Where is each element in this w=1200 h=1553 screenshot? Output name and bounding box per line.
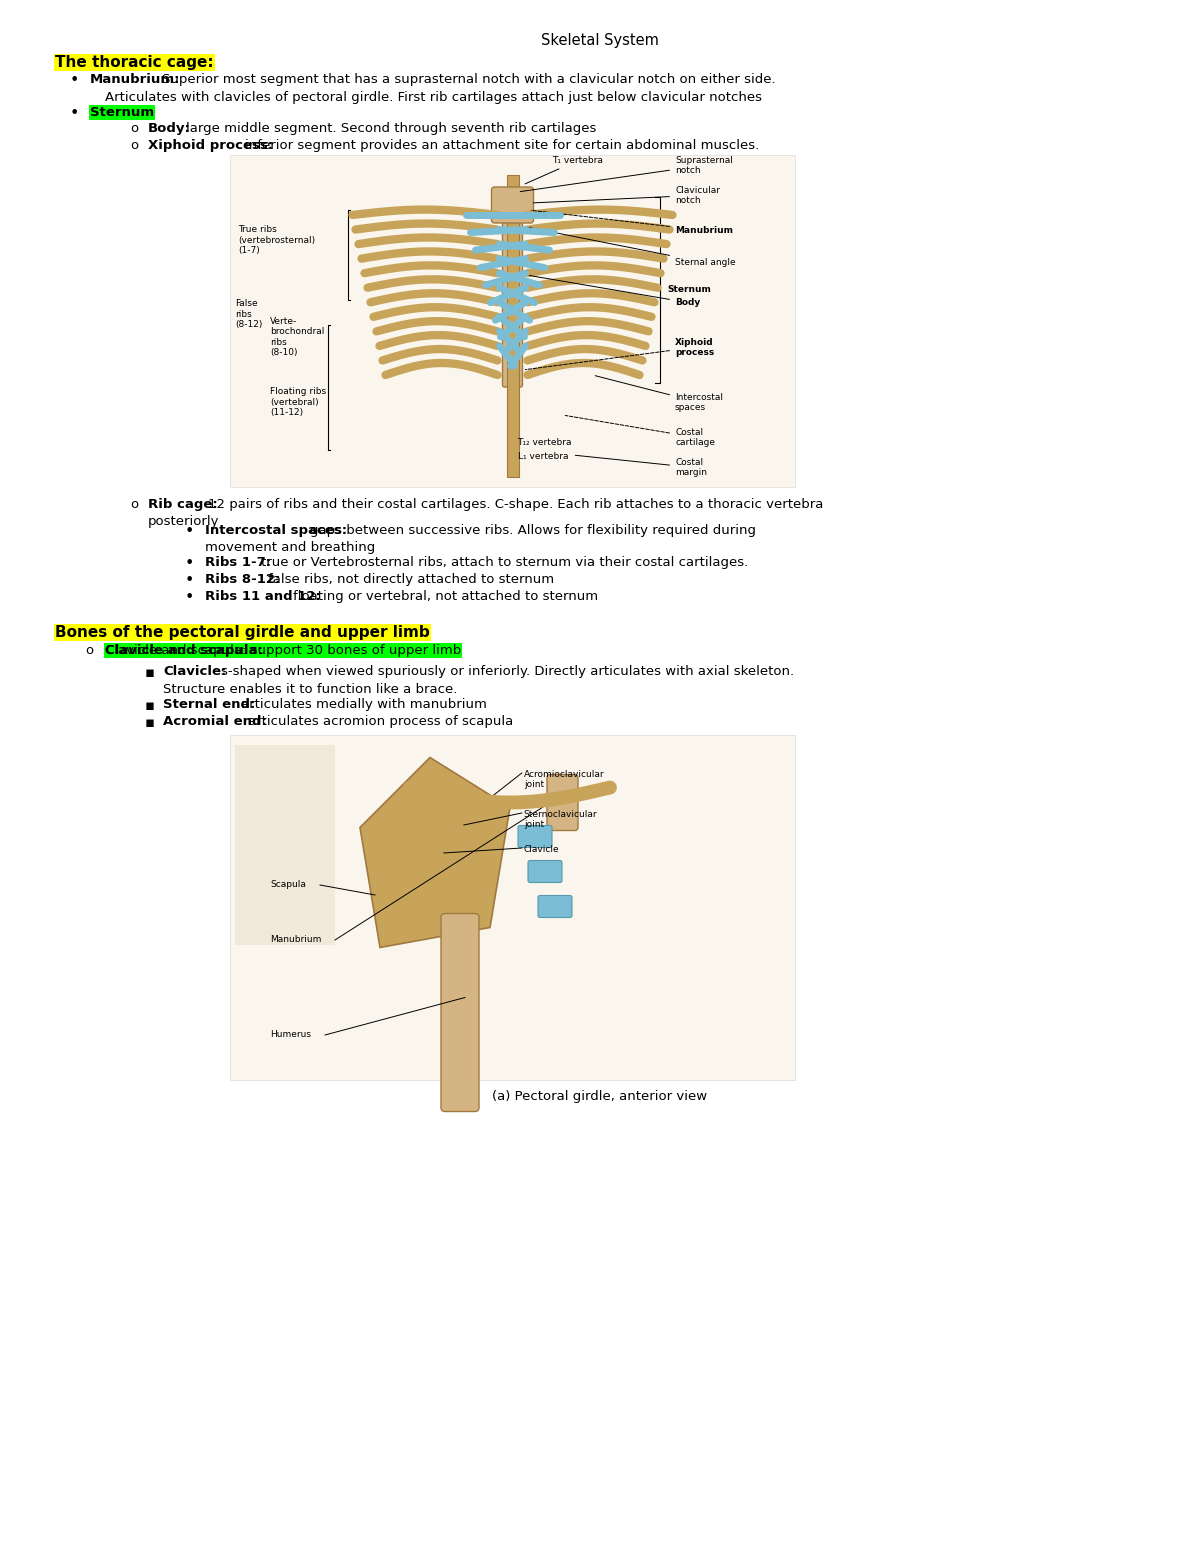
FancyBboxPatch shape	[503, 193, 522, 387]
Text: s-shaped when viewed spuriously or inferiorly. Directly articulates with axial s: s-shaped when viewed spuriously or infer…	[221, 665, 794, 679]
FancyBboxPatch shape	[547, 775, 578, 831]
FancyBboxPatch shape	[528, 860, 562, 882]
Bar	[230, 155, 796, 488]
Text: Sternoclavicular
joint: Sternoclavicular joint	[523, 811, 598, 829]
Text: Bones of the pectoral girdle and upper limb: Bones of the pectoral girdle and upper l…	[55, 624, 430, 640]
Text: Verte-
brochondral
ribs
(8-10): Verte- brochondral ribs (8-10)	[270, 317, 324, 357]
Text: False
ribs
(8-12): False ribs (8-12)	[235, 300, 263, 329]
Text: •: •	[70, 73, 79, 89]
Text: Sternal angle: Sternal angle	[529, 228, 736, 267]
Text: gaps between successive ribs. Allows for flexibility required during: gaps between successive ribs. Allows for…	[310, 523, 756, 537]
Text: Intercostal spaces:: Intercostal spaces:	[205, 523, 347, 537]
Text: Ribs 8-12:: Ribs 8-12:	[205, 573, 281, 585]
Text: Clavicular
notch: Clavicular notch	[533, 186, 720, 205]
Text: large middle segment. Second through seventh rib cartilages: large middle segment. Second through sev…	[186, 123, 596, 135]
Text: Clavicle and scapula: support 30 bones of upper limb: Clavicle and scapula: support 30 bones o…	[106, 644, 461, 657]
Text: floating or vertebral, not attached to sternum: floating or vertebral, not attached to s…	[293, 590, 598, 603]
Text: Acromial end:: Acromial end:	[163, 714, 266, 728]
Text: articulates acromion process of scapula: articulates acromion process of scapula	[248, 714, 514, 728]
Bar	[230, 735, 796, 1079]
Text: Scapula: Scapula	[270, 881, 306, 888]
Text: Rib cage:: Rib cage:	[148, 499, 217, 511]
Text: Xiphoid process:: Xiphoid process:	[148, 140, 274, 152]
Text: o: o	[130, 140, 138, 152]
Text: Costal
margin: Costal margin	[575, 455, 707, 477]
Text: Acromioclavicular
joint: Acromioclavicular joint	[523, 770, 605, 789]
Text: Sternum: Sternum	[90, 106, 154, 120]
Text: Clavicle:: Clavicle:	[163, 665, 227, 679]
Text: Superior most segment that has a suprasternal notch with a clavicular notch on e: Superior most segment that has a suprast…	[162, 73, 775, 85]
FancyBboxPatch shape	[442, 913, 479, 1112]
Polygon shape	[360, 758, 510, 947]
Text: posteriorly: posteriorly	[148, 516, 220, 528]
Text: Sternal end:: Sternal end:	[163, 697, 256, 711]
Text: Manubrium: Manubrium	[270, 935, 322, 944]
Text: Suprasternal
notch: Suprasternal notch	[521, 155, 733, 191]
Text: Manubrium: Manubrium	[532, 210, 733, 235]
FancyBboxPatch shape	[518, 826, 552, 848]
Bar	[506, 175, 518, 477]
Text: ▪: ▪	[145, 714, 155, 730]
Text: false ribs, not directly attached to sternum: false ribs, not directly attached to ste…	[268, 573, 554, 585]
Text: True ribs
(vertebrosternal)
(1-7): True ribs (vertebrosternal) (1-7)	[238, 225, 316, 255]
Text: •: •	[70, 106, 79, 121]
Text: Body: Body	[529, 275, 701, 307]
FancyBboxPatch shape	[492, 186, 534, 224]
Text: Skeletal System: Skeletal System	[541, 33, 659, 48]
Bar	[235, 745, 335, 944]
Text: (a) Pectoral girdle, anterior view: (a) Pectoral girdle, anterior view	[492, 1090, 708, 1103]
Text: o: o	[85, 644, 94, 657]
Text: •: •	[185, 523, 194, 539]
FancyBboxPatch shape	[538, 896, 572, 918]
Text: The thoracic cage:: The thoracic cage:	[55, 54, 214, 70]
Text: inferior segment provides an attachment site for certain abdominal muscles.: inferior segment provides an attachment …	[245, 140, 760, 152]
Text: ▪: ▪	[145, 697, 155, 713]
Text: articulates medially with manubrium: articulates medially with manubrium	[241, 697, 487, 711]
Text: •: •	[185, 590, 194, 606]
Text: ▪: ▪	[145, 665, 155, 680]
Text: Xiphoid
process: Xiphoid process	[526, 337, 714, 370]
Text: Clavicle and scapula:: Clavicle and scapula:	[106, 644, 263, 657]
Text: Ribs 1-7:: Ribs 1-7:	[205, 556, 271, 568]
Text: true or Vertebrosternal ribs, attach to sternum via their costal cartilages.: true or Vertebrosternal ribs, attach to …	[262, 556, 749, 568]
Text: Ribs 11 and 12:: Ribs 11 and 12:	[205, 590, 320, 603]
Text: o: o	[130, 123, 138, 135]
Text: •: •	[185, 573, 194, 589]
Text: Humerus: Humerus	[270, 1030, 311, 1039]
Text: Costal
cartilage: Costal cartilage	[565, 416, 715, 447]
Text: Clavicle: Clavicle	[523, 845, 559, 854]
Text: Body:: Body:	[148, 123, 191, 135]
Text: Structure enables it to function like a brace.: Structure enables it to function like a …	[163, 683, 457, 696]
Text: Manubrium:: Manubrium:	[90, 73, 180, 85]
Text: T₁ vertebra: T₁ vertebra	[526, 155, 604, 183]
Text: L₁ vertebra: L₁ vertebra	[517, 452, 568, 461]
Text: o: o	[130, 499, 138, 511]
Text: movement and breathing: movement and breathing	[205, 540, 376, 554]
Text: Intercostal
spaces: Intercostal spaces	[595, 376, 722, 412]
Text: Sternum: Sternum	[667, 286, 710, 295]
Text: Floating ribs
(vertebral)
(11-12): Floating ribs (vertebral) (11-12)	[270, 387, 326, 418]
Text: •: •	[185, 556, 194, 572]
Text: Articulates with clavicles of pectoral girdle. First rib cartilages attach just : Articulates with clavicles of pectoral g…	[106, 92, 762, 104]
Text: T₁₂ vertebra: T₁₂ vertebra	[517, 438, 572, 447]
Text: 12 pairs of ribs and their costal cartilages. C-shape. Each rib attaches to a th: 12 pairs of ribs and their costal cartil…	[208, 499, 823, 511]
